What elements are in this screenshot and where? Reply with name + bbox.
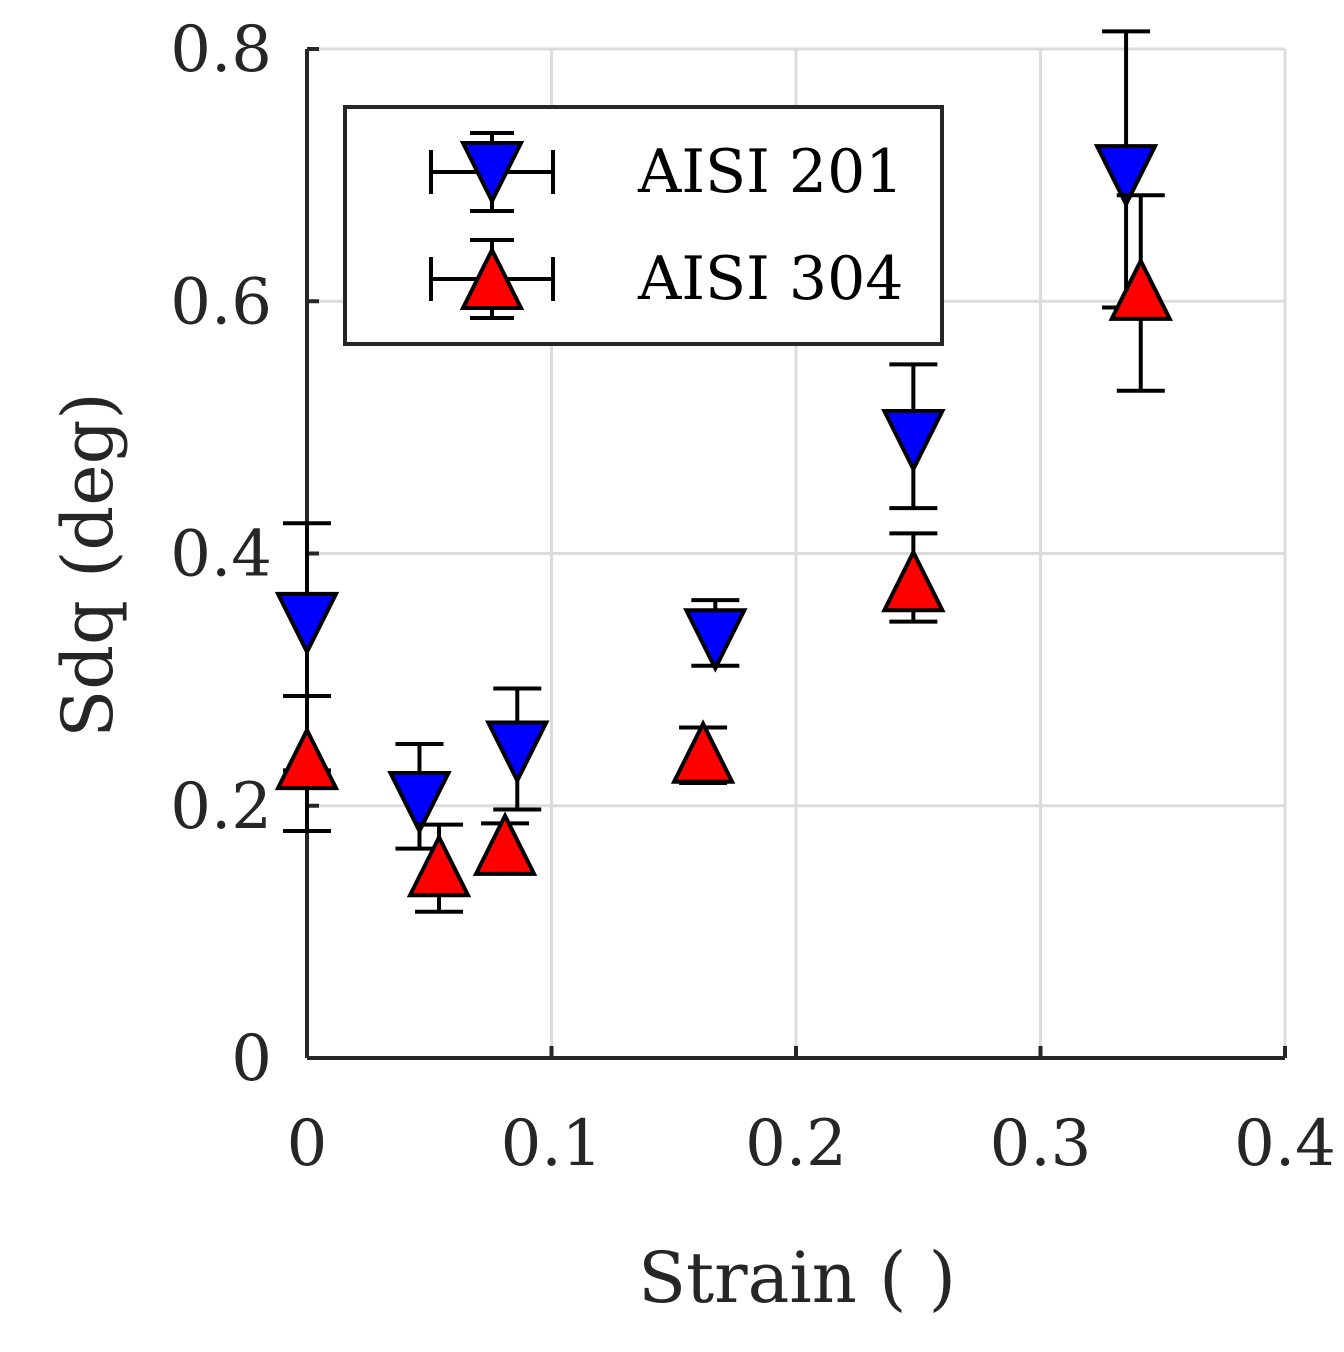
x-tick-label: 0.3 [990,1107,1092,1181]
marker [274,591,340,657]
marker [670,719,736,784]
series-aisi-304 [274,193,1173,914]
data-point [670,719,736,786]
legend: AISI 201 AISI 304 [343,105,944,346]
ticks: 0 0.1 0.2 0.3 0.4 0 0.2 0.4 0.6 0.8 [170,13,1336,1181]
x-tick-label: 0.1 [501,1107,603,1181]
marker [485,720,550,785]
marker [881,408,946,474]
data-point [406,822,472,914]
x-tick-label: 0 [287,1107,328,1181]
marker [1093,144,1159,209]
marker [274,725,340,791]
marker [881,547,946,613]
legend-label: AISI 201 [637,137,903,207]
data-point [683,598,748,673]
data-point [387,741,452,851]
legend-entry: AISI 201 [429,131,903,213]
marker [472,811,538,876]
y-tick-label: 0.4 [170,518,272,592]
marker [1108,256,1173,321]
legend-box [343,105,944,346]
series-layer [274,29,1173,914]
series-aisi-201 [274,29,1159,851]
data-point [274,694,340,833]
y-axis-title: Sdq (deg) [47,392,129,738]
x-tick-label: 0.4 [1234,1107,1336,1181]
data-point [472,811,538,876]
marker [683,608,748,673]
x-axis-title: Strain ( ) [638,1237,956,1319]
data-point [881,362,946,511]
data-point [881,531,946,624]
y-tick-label: 0.2 [170,770,272,844]
data-point [485,686,550,812]
legend-entry: AISI 304 [429,238,903,320]
y-tick-label: 0.6 [170,265,272,339]
x-tick-label: 0.2 [745,1107,847,1181]
legend-label: AISI 304 [637,244,903,314]
data-point [1093,29,1159,310]
legend-marker [459,141,525,206]
marker [387,770,452,836]
y-tick-label: 0 [231,1022,272,1096]
marker [406,832,472,898]
data-point [1108,193,1173,393]
legend-marker [459,245,525,310]
y-tick-label: 0.8 [170,13,272,87]
